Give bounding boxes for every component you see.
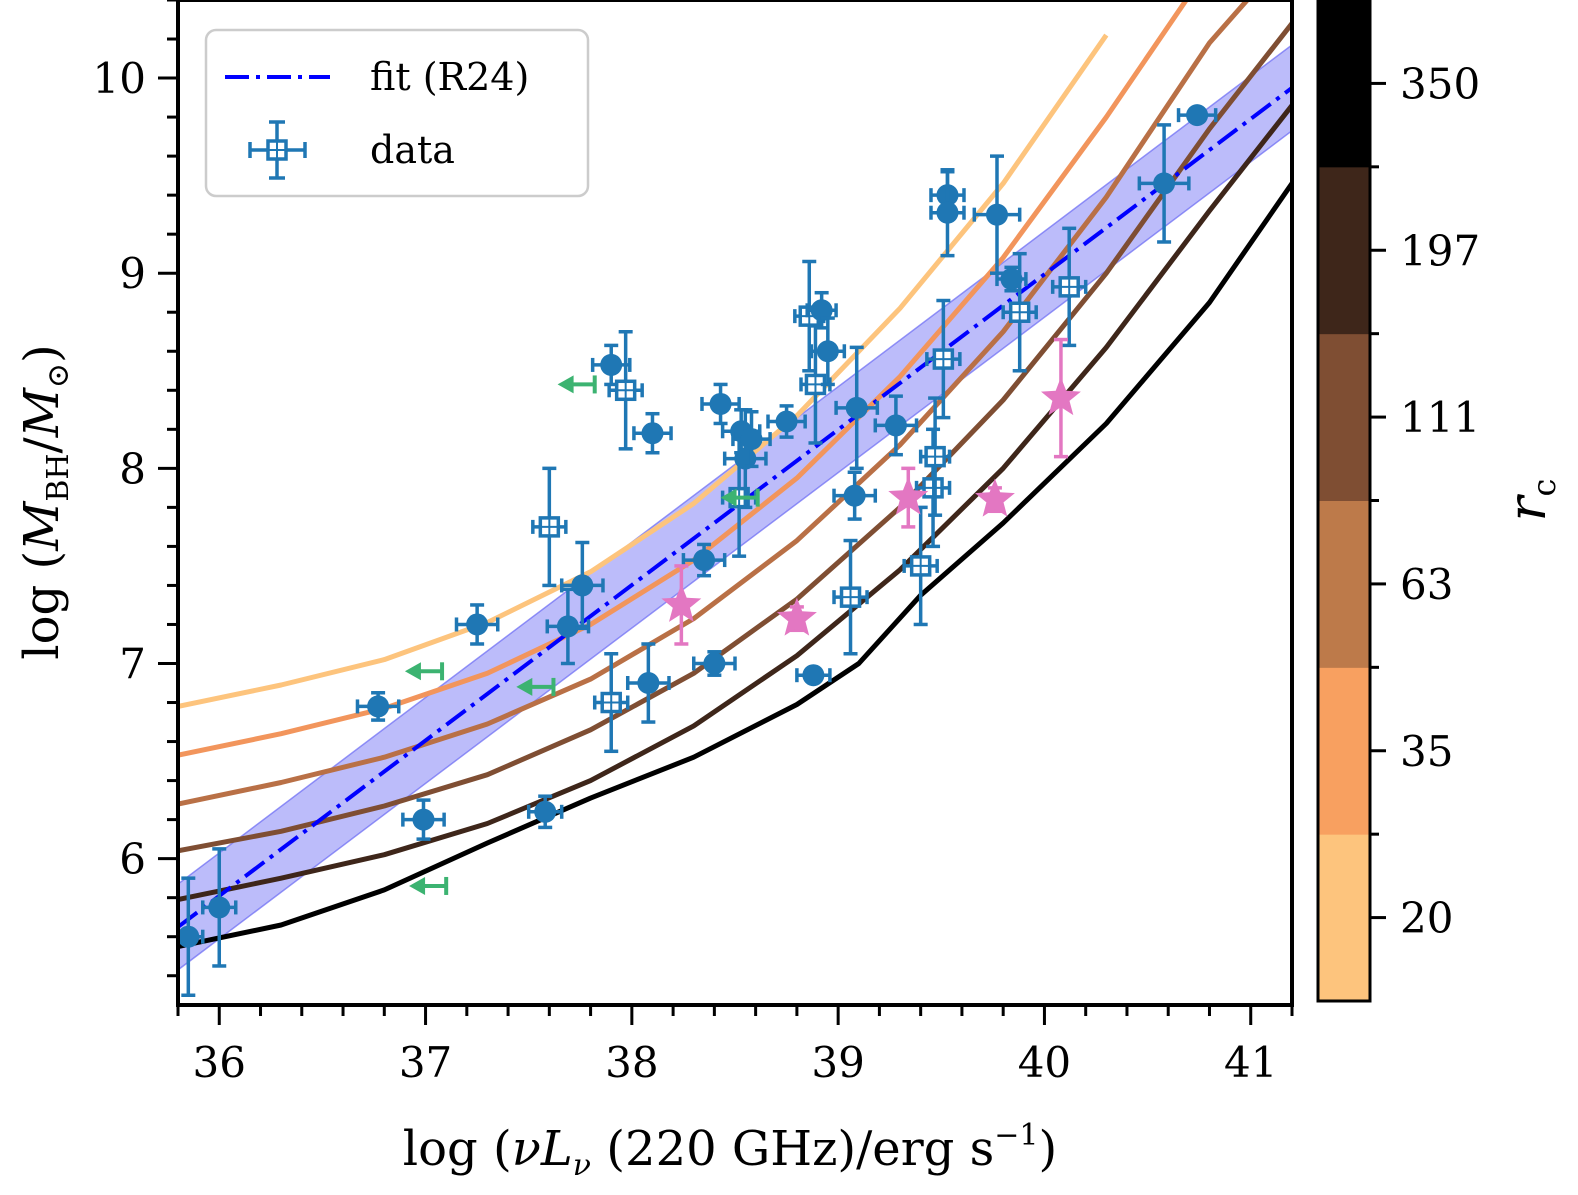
y-tick-label: 6 bbox=[119, 835, 146, 884]
filled-data-point bbox=[401, 798, 446, 841]
star-data-point bbox=[1041, 337, 1081, 459]
filled-data-point bbox=[355, 691, 401, 722]
colorbar-segment-20 bbox=[1318, 834, 1370, 1002]
filled-data-point bbox=[625, 642, 671, 724]
plot-area bbox=[178, 0, 1292, 997]
model-curve-rc-197 bbox=[178, 103, 1292, 903]
filled-data-point bbox=[632, 411, 673, 455]
x-axis: 36 37 38 39 40 41 bbox=[176, 1005, 1294, 1087]
upper-limit-arrow bbox=[409, 876, 449, 895]
x-tick-label: 36 bbox=[193, 1038, 246, 1087]
model-curve-rc-350 bbox=[178, 181, 1292, 949]
open-data-point bbox=[799, 324, 832, 445]
colorbar-segment-197 bbox=[1318, 166, 1370, 335]
open-data-point bbox=[902, 505, 939, 627]
open-data-point bbox=[832, 538, 869, 656]
colorbar-label: rc bbox=[1498, 479, 1563, 522]
filled-data-point bbox=[1176, 104, 1218, 127]
colorbar-tick-label: 350 bbox=[1400, 59, 1480, 108]
filled-data-point bbox=[805, 290, 838, 330]
x-tick-label: 37 bbox=[399, 1038, 452, 1087]
filled-data-point bbox=[873, 394, 919, 457]
upper-limit-arrow bbox=[720, 488, 760, 507]
filled-data-point bbox=[590, 343, 632, 387]
filled-data-point bbox=[526, 794, 564, 830]
open-data-point bbox=[918, 396, 952, 517]
open-data-point bbox=[607, 329, 644, 451]
filled-data-point bbox=[972, 154, 1022, 275]
model-curve-rc-20 bbox=[178, 33, 1109, 709]
plot-frame bbox=[176, 0, 1294, 1007]
y-axis: 6 7 8 9 10 bbox=[93, 0, 178, 978]
x-tick-label: 39 bbox=[811, 1038, 864, 1087]
legend-data-label: data bbox=[370, 128, 455, 172]
upper-limit-arrow bbox=[516, 677, 556, 696]
legend-box bbox=[204, 28, 590, 198]
filled-data-point bbox=[929, 168, 966, 258]
open-data-point bbox=[592, 651, 630, 754]
filled-data-point bbox=[766, 404, 807, 439]
filled-data-point bbox=[545, 587, 591, 666]
filled-data-point bbox=[178, 876, 205, 997]
colorbar-segment-111 bbox=[1318, 333, 1370, 501]
star-data-point bbox=[661, 564, 702, 646]
y-tick-label: 8 bbox=[119, 444, 146, 493]
colorbar-segment-63 bbox=[1318, 500, 1370, 668]
x-tick-label: 41 bbox=[1224, 1038, 1277, 1087]
filled-data-point bbox=[700, 382, 741, 426]
model-curve-rc-111 bbox=[178, 21, 1292, 854]
colorbar-tick-label: 111 bbox=[1400, 393, 1480, 442]
filled-data-point bbox=[201, 847, 238, 968]
filled-data-point bbox=[559, 540, 605, 631]
colorbar-segment-350 bbox=[1318, 0, 1370, 168]
upper-limit-arrow bbox=[557, 375, 597, 394]
star-data-point bbox=[975, 478, 1015, 517]
filled-data-point bbox=[834, 345, 880, 471]
y-axis-label: log (MBH/M⊙) bbox=[14, 344, 76, 660]
filled-data-point bbox=[1137, 123, 1191, 244]
colorbar-tick-label: 197 bbox=[1400, 226, 1480, 275]
filled-data-point bbox=[731, 410, 772, 469]
colorbar-frame bbox=[1316, 0, 1372, 1003]
filled-data-point bbox=[795, 664, 832, 687]
filled-data-point bbox=[691, 650, 737, 677]
star-data-point bbox=[776, 597, 817, 636]
legend-data-swatch bbox=[248, 120, 307, 180]
y-tick-label: 10 bbox=[93, 54, 146, 103]
filled-data-point bbox=[995, 265, 1028, 293]
star-data-point bbox=[888, 466, 929, 529]
open-data-point bbox=[1050, 226, 1088, 348]
x-tick-label: 38 bbox=[605, 1038, 658, 1087]
x-axis-label: log (νLν (220 GHz)/erg s−1) bbox=[403, 1118, 1057, 1183]
open-data-point bbox=[925, 298, 962, 420]
legend-fit-label: fit (R24) bbox=[370, 55, 529, 99]
colorbar-tick-label: 20 bbox=[1400, 894, 1453, 943]
legend: fit (R24) data bbox=[204, 28, 590, 198]
y-tick-label: 9 bbox=[119, 249, 146, 298]
y-tick-label: 7 bbox=[119, 639, 146, 688]
x-tick-label: 40 bbox=[1018, 1038, 1071, 1087]
open-data-point bbox=[531, 466, 568, 588]
filled-data-point bbox=[681, 542, 727, 578]
colorbar-segment-35 bbox=[1318, 667, 1370, 835]
filled-data-point bbox=[809, 316, 847, 387]
colorbar-tick-label: 63 bbox=[1400, 560, 1453, 609]
upper-limit-arrow bbox=[404, 662, 445, 681]
filled-data-point bbox=[454, 603, 500, 646]
model-curve-rc-63 bbox=[178, 0, 1251, 807]
colorbar: 20 35 63 111 197 350 bbox=[1316, 0, 1480, 1003]
colorbar-tick-label: 35 bbox=[1400, 727, 1453, 776]
fit-line bbox=[178, 86, 1292, 929]
filled-data-point bbox=[832, 470, 878, 521]
